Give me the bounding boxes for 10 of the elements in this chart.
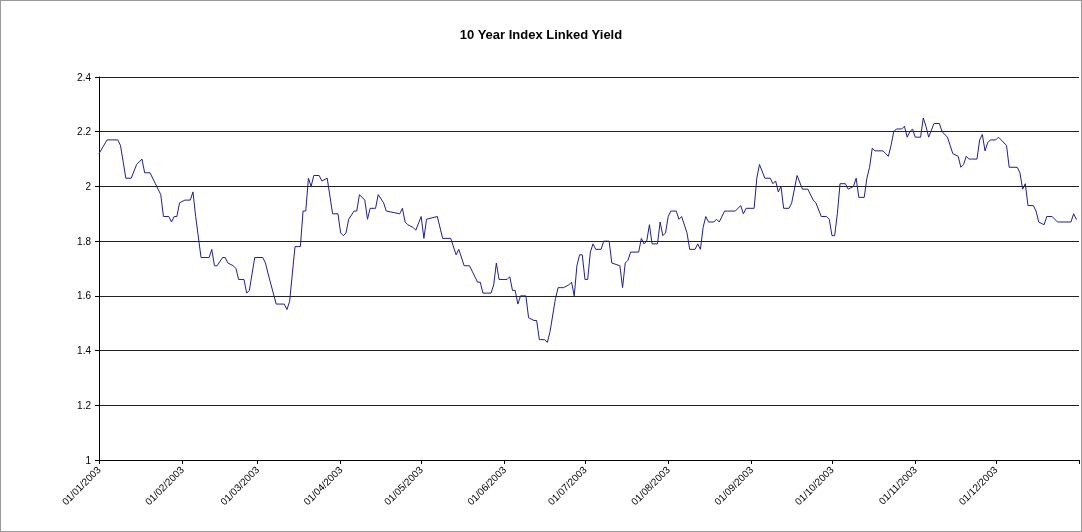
y-tick-label: 1.4 bbox=[77, 345, 92, 357]
chart-title: 10 Year Index Linked Yield bbox=[459, 27, 623, 42]
y-tick-label: 1.2 bbox=[77, 399, 92, 411]
y-tick-label: 1 bbox=[85, 454, 92, 466]
line-series bbox=[98, 117, 1077, 343]
y-tick-label: 2.2 bbox=[77, 126, 92, 138]
y-tick-label: 2 bbox=[85, 180, 92, 192]
y-tick-label: 1.8 bbox=[77, 235, 92, 247]
y-tick-label: 2.4 bbox=[77, 71, 92, 83]
y-tick-label: 1.6 bbox=[77, 290, 92, 302]
